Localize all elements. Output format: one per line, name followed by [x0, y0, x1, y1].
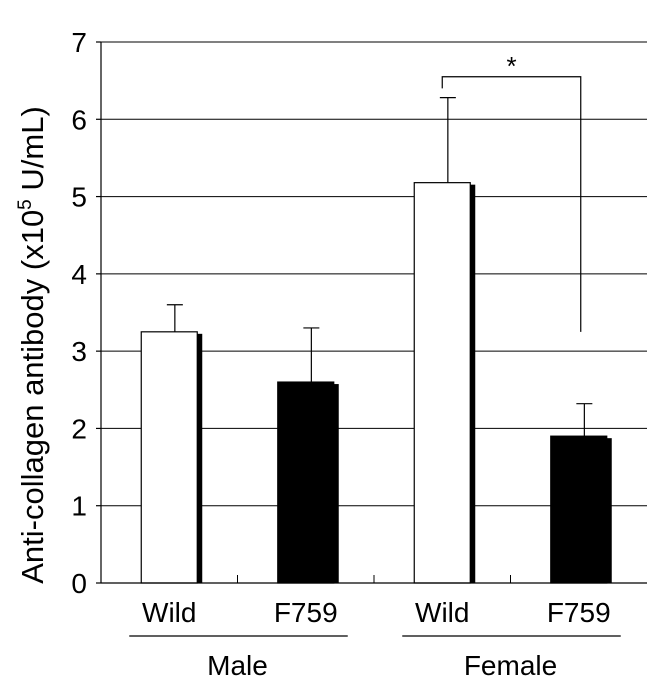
bar — [550, 435, 608, 584]
y-tick-label: 1 — [71, 491, 87, 522]
x-category-label: F759 — [547, 597, 611, 628]
group-label: Male — [207, 650, 268, 681]
y-tick-label: 7 — [71, 27, 87, 58]
significance-star: * — [506, 51, 516, 81]
y-tick-label: 0 — [71, 568, 87, 599]
x-category-label: Wild — [415, 597, 469, 628]
bar — [413, 182, 471, 584]
y-tick-label: 4 — [71, 259, 87, 290]
bar — [277, 381, 335, 584]
y-axis-label-main: Anti-collagen antibody (x10 — [15, 210, 50, 584]
x-category-label: Wild — [142, 597, 196, 628]
group-label: Female — [464, 650, 557, 681]
y-tick-label: 3 — [71, 336, 87, 367]
y-tick-label: 2 — [71, 413, 87, 444]
y-tick-label: 5 — [71, 182, 87, 213]
y-tick-label: 6 — [71, 104, 87, 135]
y-axis-label-superscript: 5 — [15, 199, 36, 210]
x-category-label: F759 — [274, 597, 338, 628]
axes — [96, 41, 647, 584]
bars — [140, 97, 612, 584]
bar — [140, 331, 198, 584]
significance-bracket — [441, 76, 582, 332]
y-axis-label-unit: U/mL) — [15, 106, 50, 199]
y-axis-label: Anti-collagen antibody (x105 U/mL) — [15, 106, 50, 584]
